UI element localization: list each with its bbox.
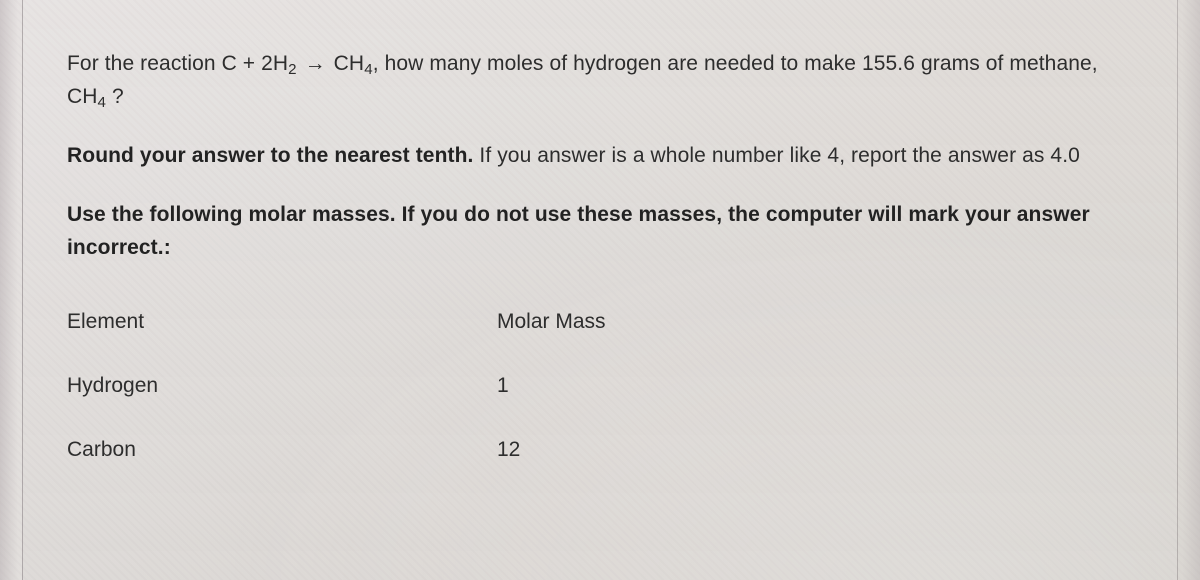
q-prefix: For the reaction	[67, 52, 222, 75]
product-ch-sub: 4	[364, 61, 373, 78]
cell-element: Hydrogen	[67, 374, 497, 398]
cell-element: Carbon	[67, 438, 497, 462]
table-row: Carbon 12	[67, 418, 1133, 482]
reactant-h2-sub: 2	[288, 61, 297, 78]
product-ch: CH	[334, 52, 365, 75]
reactant-h2-coeff: 2H	[261, 52, 288, 75]
cell-mass: 12	[497, 438, 1133, 462]
molar-mass-bold: Use the following molar masses. If you d…	[67, 203, 1090, 259]
mass-value: 155.6	[862, 52, 915, 75]
page-shadow-left	[0, 0, 18, 580]
rounding-instruction: Round your answer to the nearest tenth. …	[67, 140, 1133, 173]
molar-mass-table: Element Molar Mass Hydrogen 1 Carbon 12	[67, 290, 1133, 482]
rounding-rest: If you answer is a whole number like 4, …	[473, 144, 1079, 167]
molar-mass-instruction: Use the following molar masses. If you d…	[67, 199, 1133, 264]
reaction-arrow-icon: →	[303, 48, 328, 81]
cell-mass: 1	[497, 374, 1133, 398]
header-molar-mass: Molar Mass	[497, 310, 1133, 334]
methane-sub: 4	[98, 94, 107, 111]
table-row: Hydrogen 1	[67, 354, 1133, 418]
reactant-c: C	[222, 52, 237, 75]
rounding-bold: Round your answer to the nearest tenth.	[67, 144, 473, 167]
header-element: Element	[67, 310, 497, 334]
q-mid: , how many moles of hydrogen are needed …	[373, 52, 862, 75]
plus-sign: +	[237, 52, 261, 75]
question-text: For the reaction C + 2H2 → CH4, how many…	[67, 48, 1133, 114]
q-mark: ?	[106, 85, 124, 108]
page-shadow-right	[1182, 0, 1200, 580]
question-card: For the reaction C + 2H2 → CH4, how many…	[22, 0, 1178, 580]
table-header-row: Element Molar Mass	[67, 290, 1133, 354]
